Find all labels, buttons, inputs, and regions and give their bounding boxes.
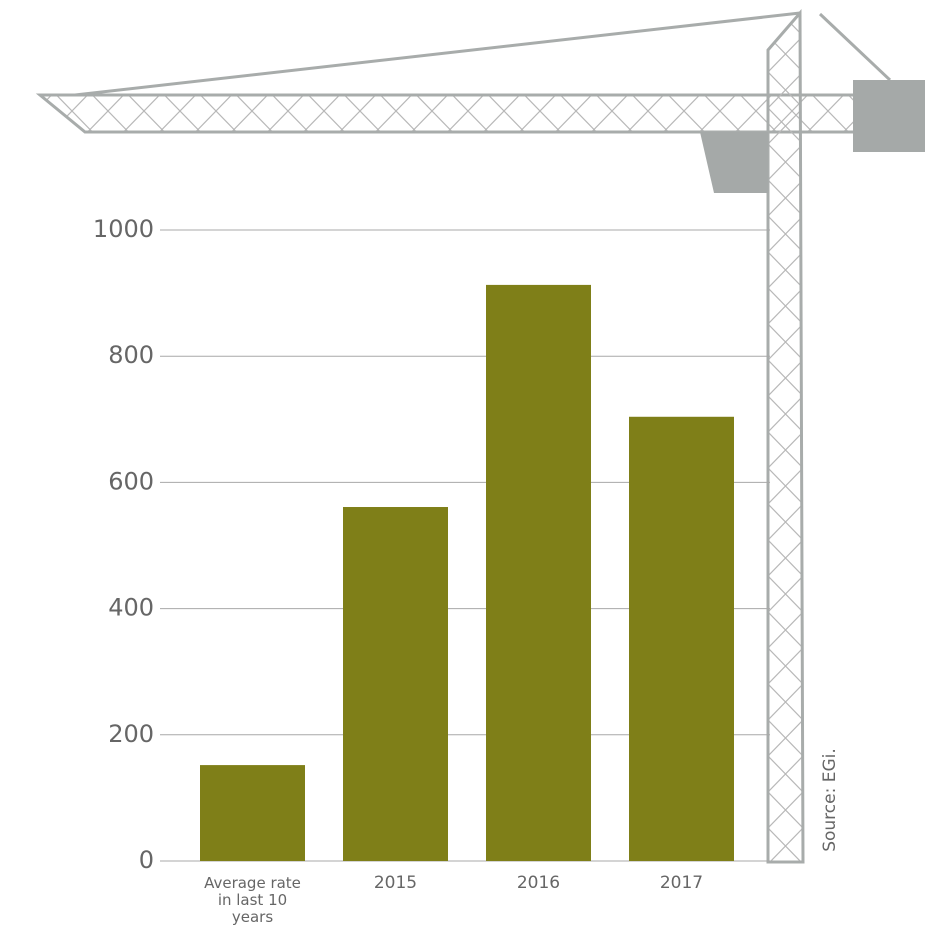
bar	[486, 284, 591, 862]
y-tick-label: 200	[108, 720, 154, 748]
x-tick-label: 2016	[516, 873, 561, 893]
crane	[35, 8, 925, 864]
y-tick-label: 800	[108, 341, 154, 369]
y-tick-label: 600	[108, 467, 154, 495]
x-tick-label: 2015	[373, 873, 418, 893]
y-tick-label: 400	[108, 594, 154, 622]
x-tick-label: Average rate in last 10 years	[204, 874, 301, 926]
source: Source: EGi.	[820, 748, 840, 852]
y-tick-label: 0	[139, 846, 154, 874]
x-tick-label: 2017	[659, 873, 704, 893]
bar	[629, 416, 734, 861]
bar	[343, 507, 448, 861]
y-tick-label: 1000	[93, 215, 154, 243]
bar	[200, 765, 305, 861]
